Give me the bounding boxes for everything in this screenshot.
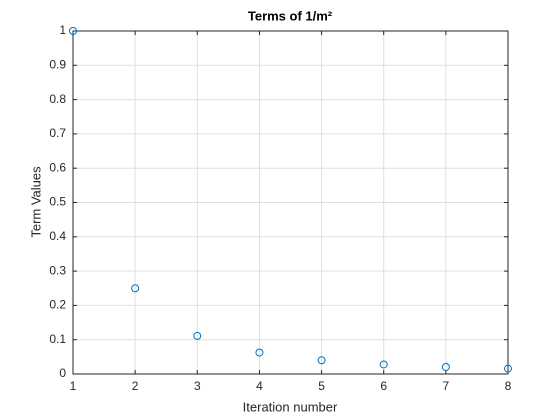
marker: [131, 284, 140, 293]
x-tick-label: 1: [70, 379, 77, 393]
marker: [317, 356, 326, 365]
x-tick-label: 6: [380, 379, 387, 393]
y-tick-label: 0.6: [49, 160, 66, 174]
marker: [379, 360, 388, 369]
marker: [255, 348, 264, 357]
y-tick-label: 0.2: [49, 298, 66, 312]
x-tick-label: 4: [256, 379, 263, 393]
y-tick-label: 0.3: [49, 263, 66, 277]
x-tick-label: 5: [318, 379, 325, 393]
marker: [69, 27, 77, 35]
x-axis-label: Iteration number: [243, 399, 338, 414]
x-tick-label: 8: [505, 379, 512, 393]
y-tick-label: 0.8: [49, 92, 66, 106]
marker: [441, 363, 450, 372]
y-tick-label: 0.1: [49, 332, 66, 346]
y-tick-label: 0.4: [49, 229, 66, 243]
y-tick-label: 0.9: [49, 57, 66, 71]
y-tick-label: 0.7: [49, 126, 66, 140]
y-axis-label: Term Values: [28, 166, 43, 238]
marker: [504, 364, 512, 373]
y-tick-label: 0.5: [49, 195, 66, 209]
x-tick-label: 2: [132, 379, 139, 393]
x-tick-label: 7: [443, 379, 450, 393]
x-tick-label: 3: [194, 379, 201, 393]
y-tick-label: 1: [59, 23, 66, 37]
y-tick-label: 0: [59, 366, 66, 380]
marker: [193, 331, 202, 340]
chart-title: Terms of 1/m²: [248, 8, 333, 23]
